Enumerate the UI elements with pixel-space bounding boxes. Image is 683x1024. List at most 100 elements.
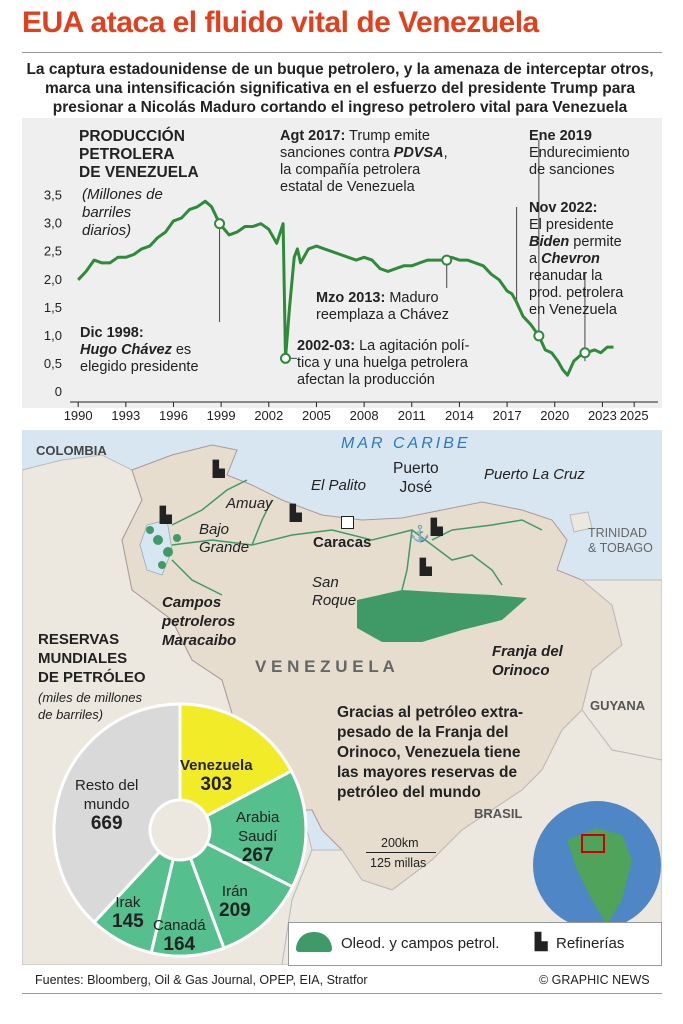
x-tick-label: 1996 bbox=[159, 408, 188, 423]
pie-label-venezuela: Venezuela 303 bbox=[180, 756, 253, 794]
pie-label-irak: Irak 145 bbox=[112, 893, 144, 931]
label-colombia: COLOMBIA bbox=[36, 443, 107, 458]
reserves-title-l1: RESERVAS bbox=[38, 631, 120, 648]
pie-slice bbox=[178, 702, 294, 818]
annotation-2002-date: 2002-03: bbox=[297, 338, 356, 354]
production-line-chart: 1990 1993 1996 1999 2002 2005 2008 2011 2014 2017… bbox=[44, 140, 658, 423]
label-puerto-jose-l1: Puerto bbox=[393, 460, 439, 477]
globe-locator bbox=[581, 834, 605, 853]
annotation-2017: Agt 2017: Trump emite sanciones contra P… bbox=[280, 128, 448, 196]
pie-rest-value: 669 bbox=[90, 813, 123, 834]
chart-unit-line1: (Millones de bbox=[82, 186, 163, 203]
annotation-2002-text2: tica y una huelga petrolera bbox=[297, 355, 468, 371]
trinidad-land bbox=[569, 511, 593, 533]
label-san-roque-l2: Roque bbox=[312, 592, 357, 609]
reserves-title-l2: MUNDIALES bbox=[38, 650, 128, 667]
pie-slice bbox=[188, 841, 295, 951]
x-tick-label: 2011 bbox=[398, 408, 426, 423]
annotation-2022-chevron: Chevron bbox=[541, 251, 600, 267]
annotation-2017-text2: sanciones contra bbox=[280, 145, 394, 161]
lake-maracaibo bbox=[139, 519, 173, 576]
pie-slice bbox=[204, 768, 308, 889]
y-tick-label: 0 bbox=[55, 384, 62, 399]
annotation-2017-date: Agt 2017: bbox=[280, 128, 346, 144]
reserves-pie-chart bbox=[52, 702, 308, 958]
annotation-2002: 2002-03: La agitación polí- tica y una h… bbox=[297, 338, 470, 389]
page-title: EUA ataca el fluido vital de Venezuela bbox=[22, 6, 539, 39]
legend-pipelines-label: Oleod. y campos petrol. bbox=[341, 935, 500, 952]
annotation-2019: Ene 2019 Endurecimiento de sanciones bbox=[529, 128, 630, 179]
annotation-2022-text6: en Venezuela bbox=[529, 302, 617, 318]
pipeline-legend-icon bbox=[296, 932, 332, 952]
label-campos-l1: Campos bbox=[162, 594, 222, 611]
annotation-2022: Nov 2022: El presidente Biden permite a … bbox=[529, 200, 623, 319]
pie-irak-name: Irak bbox=[115, 894, 141, 911]
pie-arabia-name2: Saudí bbox=[238, 828, 278, 845]
pie-label-canada: Canadá 164 bbox=[153, 916, 206, 954]
label-campos-l3: Maracaibo bbox=[162, 632, 237, 649]
x-tick-label: 2002 bbox=[254, 408, 283, 423]
anchor-icon: ⚓ bbox=[410, 526, 430, 543]
label-san-roque-l1: San bbox=[312, 574, 339, 591]
chart-unit: (Millones de barriles diarios) bbox=[82, 186, 163, 240]
annotation-2013-text2: reemplaza a Chávez bbox=[316, 307, 449, 323]
label-caracas: Caracas bbox=[313, 534, 372, 551]
annotation-1998: Dic 1998: Hugo Chávez es elegido preside… bbox=[80, 325, 199, 376]
event-marker bbox=[279, 352, 291, 364]
x-tick-label: 2005 bbox=[302, 408, 331, 423]
label-franja-l2: Orinoco bbox=[492, 662, 550, 679]
pie-label-arabia: Arabia Saudí 267 bbox=[236, 808, 279, 865]
refinery-legend-icon: ▙ bbox=[535, 934, 548, 951]
annotation-2013-date: Mzo 2013: bbox=[316, 290, 386, 306]
y-tick-label: 1,5 bbox=[44, 300, 62, 315]
annotation-2017-text5: estatal de Venezuela bbox=[280, 179, 415, 195]
label-puerto-jose: Puerto José bbox=[393, 459, 439, 497]
label-venezuela: V E N E Z U E L A bbox=[255, 657, 395, 676]
annotation-2017-text4: la compañía petrolera bbox=[280, 162, 421, 178]
annotation-1998-text1: es bbox=[171, 342, 192, 358]
label-trinidad: TRINIDAD & TOBAGO bbox=[588, 526, 653, 556]
x-tick-label: 2025 bbox=[620, 408, 649, 423]
reserves-unit-l2: de barriles) bbox=[38, 707, 104, 722]
annotation-2022-biden: Biden bbox=[529, 234, 570, 250]
label-puerto-la-cruz: Puerto La Cruz bbox=[484, 466, 585, 483]
pie-slice bbox=[149, 856, 226, 958]
label-puerto-jose-l2: José bbox=[399, 479, 433, 496]
y-tick-label: 2,0 bbox=[44, 272, 62, 287]
reserves-note-l5: petróleo del mundo bbox=[337, 784, 481, 801]
event-marker bbox=[533, 330, 545, 342]
chart-unit-line3: diarios) bbox=[82, 222, 132, 239]
annotation-2022-text5: prod. petrolera bbox=[529, 285, 624, 301]
sources: Fuentes: Bloomberg, Oil & Gas Journal, O… bbox=[35, 973, 368, 987]
title-rule bbox=[22, 52, 662, 53]
label-campos-maracaibo: Campos petroleros Maracaibo bbox=[162, 593, 236, 650]
annotation-2019-text1: Endurecimiento bbox=[529, 145, 630, 161]
x-tick-label: 2020 bbox=[540, 408, 569, 423]
label-bajo-grande-l2: Grande bbox=[199, 539, 250, 556]
pie-slice bbox=[52, 702, 182, 925]
refinery-icon: ▙ bbox=[160, 507, 172, 524]
pie-iran-value: 209 bbox=[219, 900, 251, 921]
reserves-note-l1: Gracias al petróleo extra- bbox=[337, 704, 524, 721]
pie-arabia-value: 267 bbox=[241, 845, 274, 866]
maracaibo-fields bbox=[146, 526, 181, 569]
legend-refineries-label: Refinerías bbox=[556, 935, 625, 952]
credit: © GRAPHIC NEWS bbox=[539, 973, 650, 987]
legend-box bbox=[288, 922, 662, 966]
chart-title: PRODUCCIÓN PETROLERA DE VENEZUELA bbox=[79, 128, 199, 182]
pie-slice bbox=[92, 849, 175, 955]
annotation-2019-date: Ene 2019 bbox=[529, 128, 592, 144]
label-franja-l1: Franja del bbox=[492, 643, 563, 660]
pie-canada-value: 164 bbox=[163, 934, 196, 955]
pie-rest-name1: Resto del bbox=[75, 777, 139, 794]
y-tick-label: 3,5 bbox=[44, 188, 62, 203]
y-tick-label: 1,0 bbox=[44, 328, 62, 343]
event-marker bbox=[441, 254, 453, 266]
pipelines bbox=[171, 479, 543, 596]
production-series-line bbox=[77, 199, 614, 377]
label-trinidad-l1: TRINIDAD bbox=[588, 526, 648, 540]
annotation-2017-pdvsa: PDVSA bbox=[393, 145, 444, 161]
annotation-2022-text3: a bbox=[529, 251, 542, 267]
annotation-1998-date: Dic 1998: bbox=[80, 325, 144, 341]
annotation-2022-date: Nov 2022: bbox=[529, 200, 598, 216]
